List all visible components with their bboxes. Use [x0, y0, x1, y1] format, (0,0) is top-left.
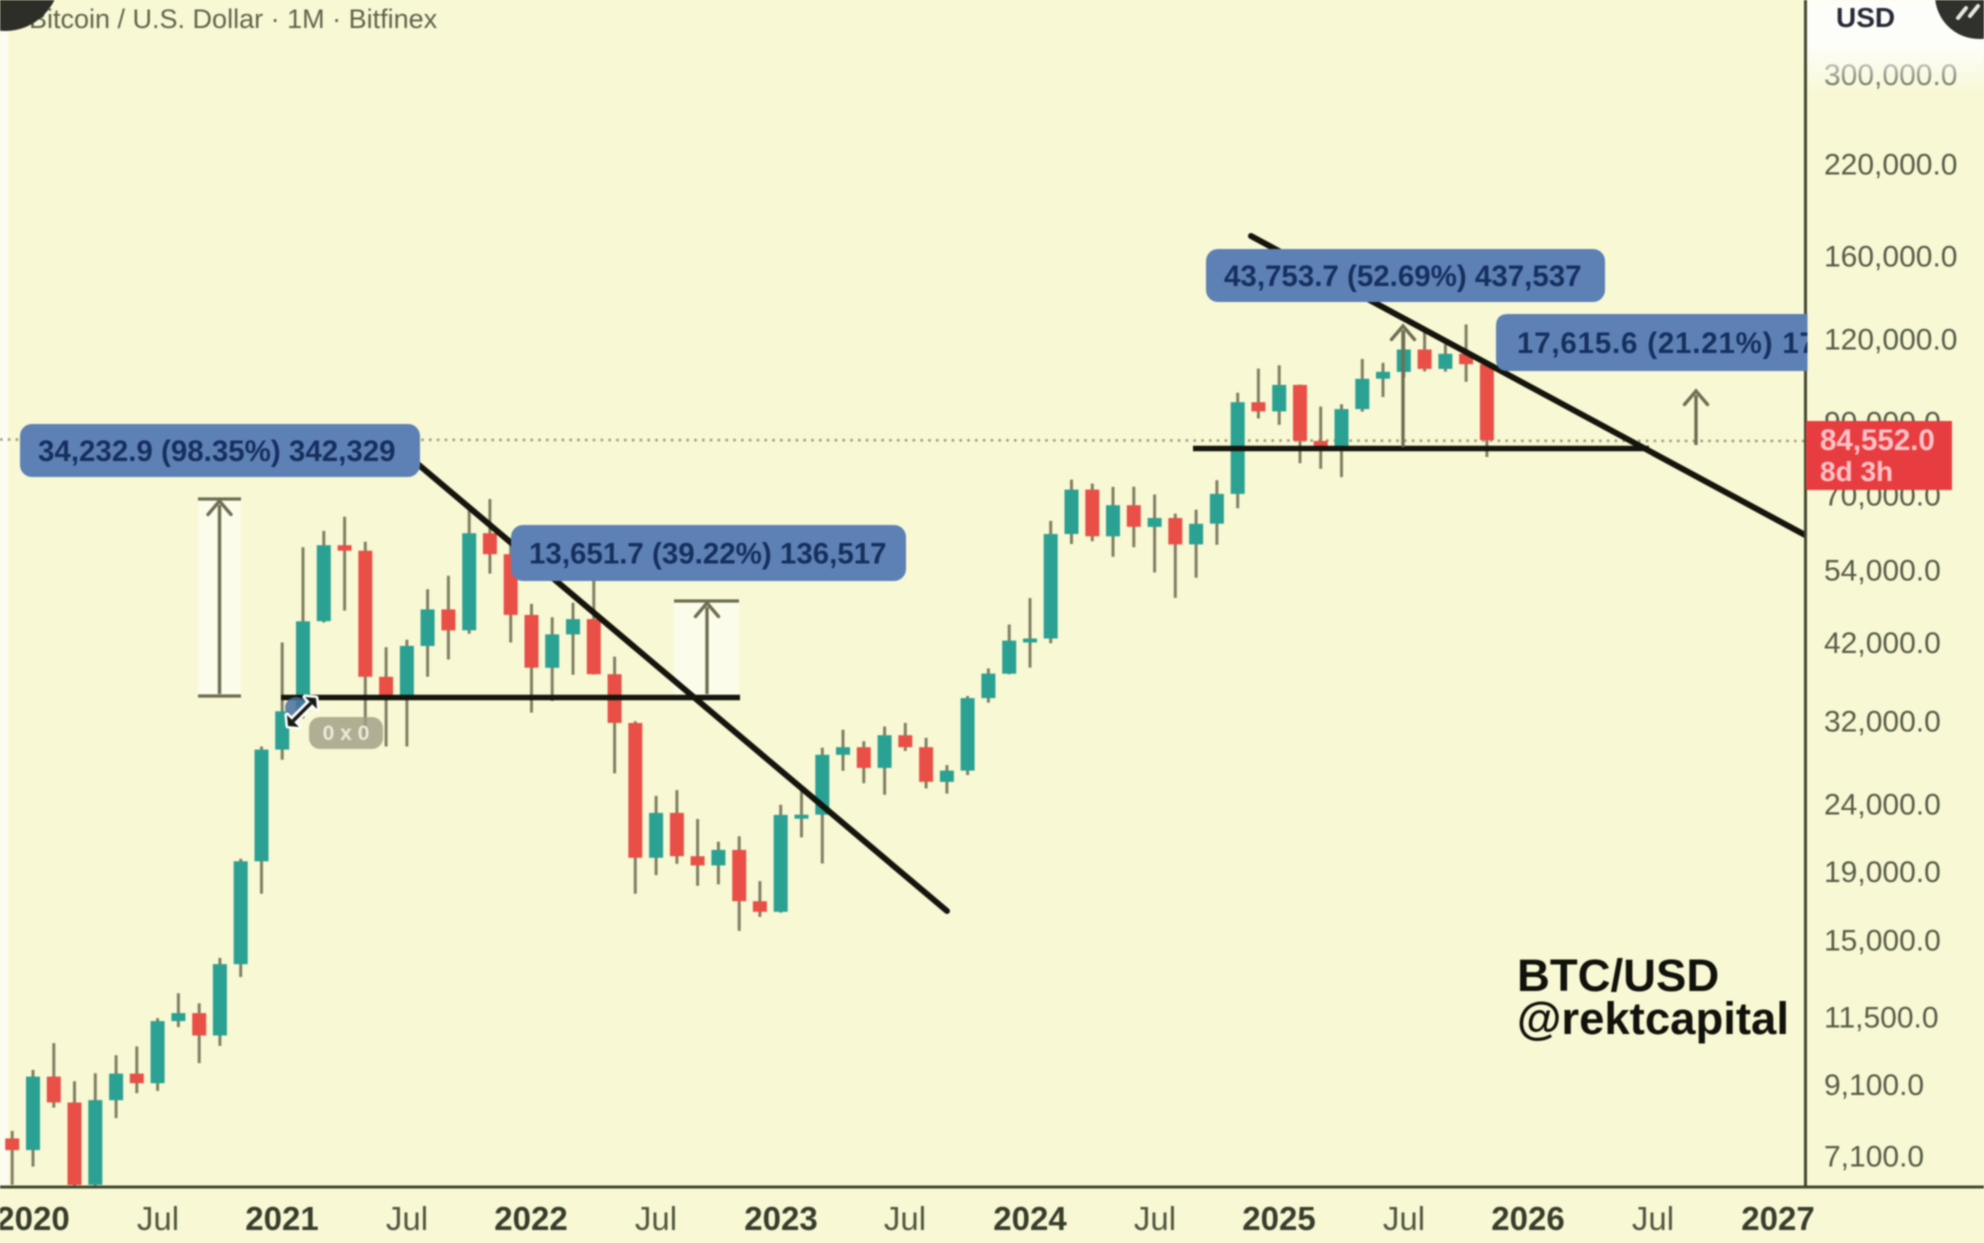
- svg-text:Jul: Jul: [137, 1200, 179, 1237]
- svg-text:BTC/USD: BTC/USD: [1517, 950, 1719, 1001]
- svg-text:34,232.9 (98.35%) 342,329: 34,232.9 (98.35%) 342,329: [38, 435, 396, 468]
- svg-text:54,000.0: 54,000.0: [1824, 554, 1941, 587]
- svg-text:7,100.0: 7,100.0: [1824, 1141, 1924, 1174]
- svg-text:0 x 0: 0 x 0: [323, 722, 370, 745]
- svg-text:Bitcoin / U.S. Dollar · 1M · B: Bitcoin / U.S. Dollar · 1M · Bitfinex: [29, 4, 438, 34]
- svg-text:9,100.0: 9,100.0: [1824, 1069, 1924, 1102]
- svg-text:24,000.0: 24,000.0: [1824, 789, 1941, 822]
- svg-text:160,000.0: 160,000.0: [1824, 240, 1957, 273]
- svg-text:2021: 2021: [245, 1200, 318, 1237]
- svg-text:Jul: Jul: [1632, 1200, 1674, 1237]
- svg-text:13,651.7 (39.22%) 136,517: 13,651.7 (39.22%) 136,517: [529, 538, 887, 571]
- svg-text:42,000.0: 42,000.0: [1824, 627, 1941, 660]
- svg-text:32,000.0: 32,000.0: [1824, 706, 1941, 739]
- svg-text:43,753.7 (52.69%) 437,537: 43,753.7 (52.69%) 437,537: [1224, 260, 1582, 293]
- svg-text:Jul: Jul: [1134, 1200, 1176, 1237]
- svg-text:8d 3h: 8d 3h: [1820, 456, 1893, 487]
- svg-text:120,000.0: 120,000.0: [1824, 324, 1957, 357]
- svg-text:Jul: Jul: [884, 1200, 926, 1237]
- svg-text:Jul: Jul: [1383, 1200, 1425, 1237]
- svg-text:2022: 2022: [494, 1200, 567, 1237]
- svg-text:Jul: Jul: [635, 1200, 677, 1237]
- svg-text:84,552.0: 84,552.0: [1820, 424, 1935, 457]
- svg-text:19,000.0: 19,000.0: [1824, 856, 1941, 889]
- svg-text:2023: 2023: [744, 1200, 817, 1237]
- svg-text:2024: 2024: [993, 1200, 1067, 1237]
- svg-text:15,000.0: 15,000.0: [1824, 925, 1941, 958]
- svg-text:2020: 2020: [0, 1200, 70, 1237]
- svg-text:2027: 2027: [1741, 1200, 1814, 1237]
- svg-text:USD: USD: [1836, 2, 1895, 33]
- svg-text:2026: 2026: [1491, 1200, 1564, 1237]
- svg-text:17,615.6 (21.21%) 176,156: 17,615.6 (21.21%) 176,156: [1517, 327, 1895, 360]
- svg-text:11,500.0: 11,500.0: [1824, 1001, 1939, 1034]
- svg-text:2025: 2025: [1242, 1200, 1315, 1237]
- svg-text:Jul: Jul: [386, 1200, 428, 1237]
- svg-text:@rektcapital: @rektcapital: [1517, 993, 1789, 1044]
- svg-text:220,000.0: 220,000.0: [1824, 148, 1957, 181]
